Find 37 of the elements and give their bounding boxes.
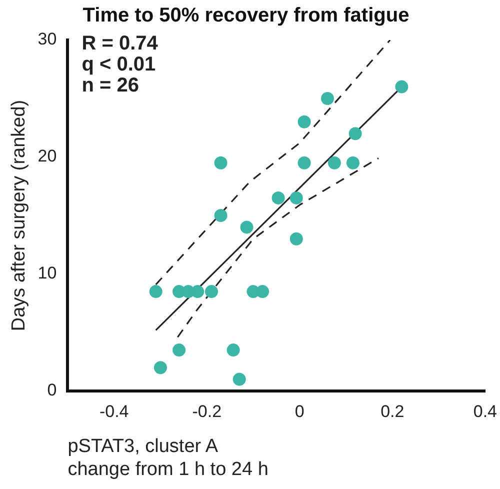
point: [226, 344, 240, 357]
point: [205, 285, 218, 298]
y-axis-title: Days after surgery (ranked): [8, 100, 30, 332]
point: [298, 156, 311, 170]
x-tick-label: -0.2: [192, 402, 222, 421]
y-tick-label: 20: [38, 146, 57, 166]
point: [272, 191, 285, 204]
point: [395, 80, 408, 94]
point: [290, 191, 303, 204]
point: [298, 115, 311, 128]
annotation: q < 0.01: [82, 54, 156, 76]
point: [154, 361, 167, 374]
y-tick-label: 30: [38, 30, 57, 49]
point: [149, 285, 162, 298]
point: [346, 156, 360, 170]
line-series: [176, 157, 380, 338]
point: [328, 156, 341, 170]
x-tick-label: -0.4: [99, 402, 129, 421]
point: [172, 344, 186, 357]
point: [256, 285, 270, 298]
point: [290, 232, 303, 246]
chart-title: Time to 50% recovery from fatigue: [82, 4, 410, 27]
y-tick-label: 0: [47, 380, 57, 400]
x-tick-label: 0.2: [380, 402, 404, 421]
point: [191, 285, 204, 298]
point: [320, 92, 334, 105]
annotation: n = 26: [82, 74, 139, 97]
x-tick-label: 0.4: [473, 402, 498, 421]
point: [232, 372, 246, 386]
x-tick-label: 0: [294, 402, 304, 421]
x-axis-title: pSTAT3, cluster A change from 1 h to 24 h: [68, 436, 268, 480]
y-tick-label: 10: [38, 264, 57, 283]
annotation: R = 0.74: [82, 32, 159, 55]
point: [240, 220, 254, 234]
point: [214, 209, 228, 222]
point: [214, 156, 228, 170]
point: [348, 127, 362, 140]
